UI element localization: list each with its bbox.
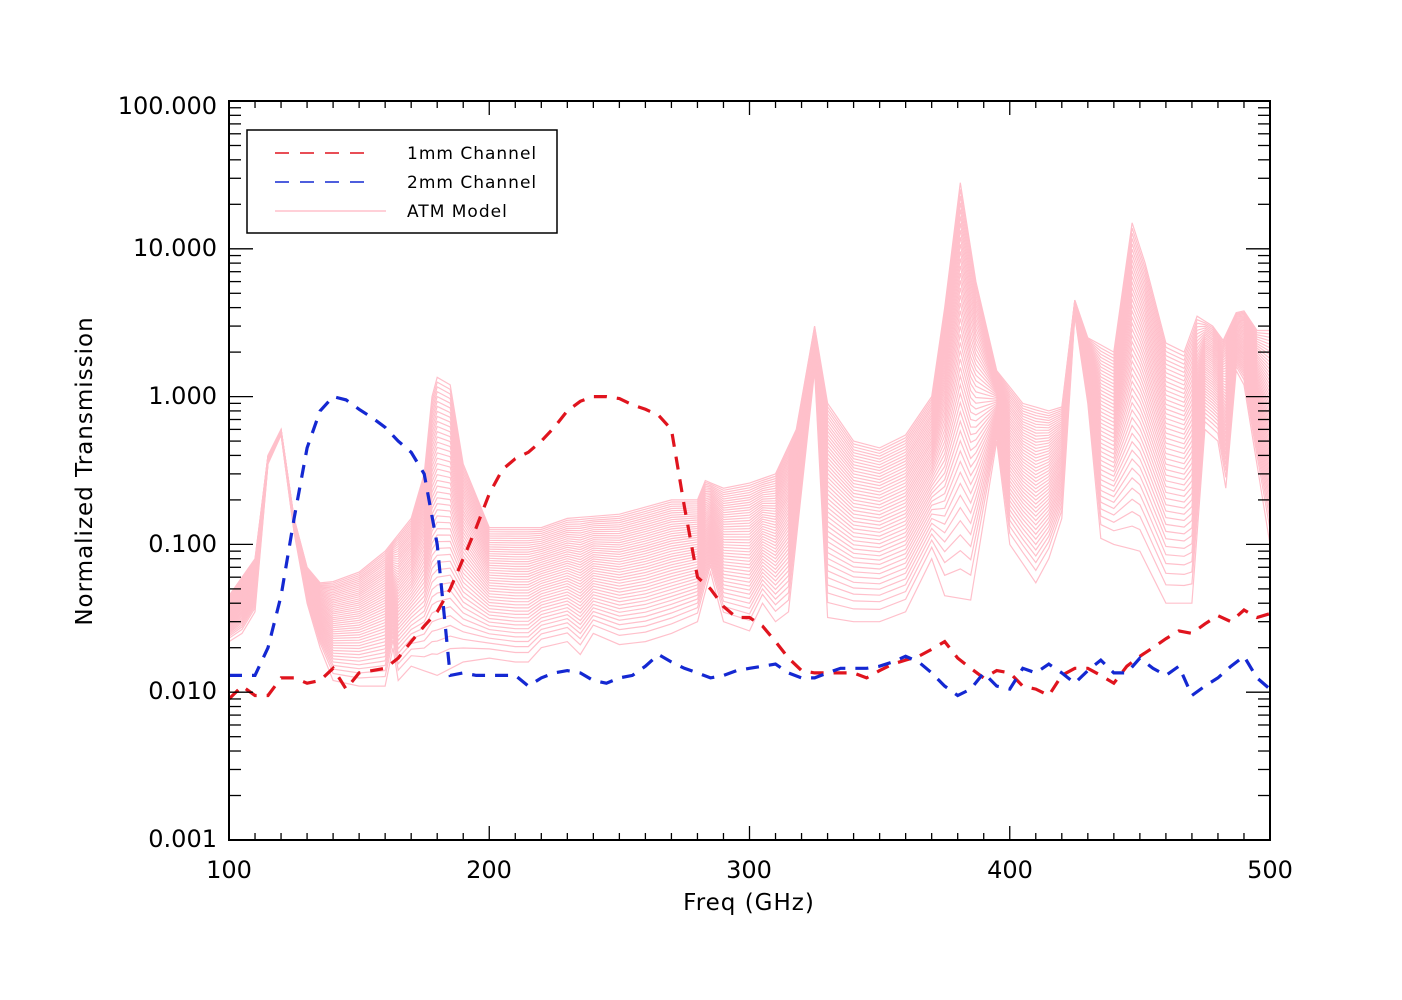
atm-model-curve: [228, 316, 1271, 687]
axes: [228, 100, 1271, 841]
legend: 1mm Channel 2mm Channel ATM Model: [246, 129, 558, 234]
x-tick-label: 300: [726, 856, 772, 884]
legend-label-1mm: 1mm Channel: [407, 144, 537, 164]
atm-model-curve: [228, 216, 1271, 600]
y-axis-title: Normalized Transmission: [72, 316, 98, 625]
x-tick-label: 400: [987, 856, 1033, 884]
y-tick-label: 1.000: [148, 382, 217, 410]
x-tick-label: 100: [206, 856, 252, 884]
series-2mm-channel: [229, 394, 1272, 698]
y-tick-label: 0.100: [148, 530, 217, 558]
atm-model-curve: [228, 182, 1270, 597]
y-tick-label: 0.001: [148, 825, 217, 853]
atm-model-curve: [228, 209, 1271, 599]
x-axis-title: Freq (GHz): [683, 890, 815, 916]
atm-model-curve: [228, 230, 1271, 602]
atm-model-curves: [228, 182, 1271, 687]
atm-model-curve: [228, 195, 1271, 598]
atm-model-curve: [228, 189, 1271, 597]
y-tick-label: 100.000: [118, 92, 217, 120]
legend-label-atm: ATM Model: [407, 202, 508, 222]
x-tick-label: 200: [466, 856, 512, 884]
tick-labels: 100 200 300 400 500 0.001 0.010 0.100 1.…: [118, 92, 1293, 884]
x-tick-label: 500: [1247, 856, 1293, 884]
axis-ticks: [228, 100, 1271, 841]
atm-model-curve: [228, 202, 1271, 599]
legend-label-2mm: 2mm Channel: [407, 173, 537, 193]
y-tick-label: 0.010: [148, 677, 217, 705]
channel-curves: [227, 394, 1272, 701]
atm-model-curve: [228, 223, 1271, 601]
y-tick-label: 10.000: [133, 234, 217, 262]
series-1mm-channel: [227, 395, 1271, 701]
legend-box: [246, 129, 558, 234]
